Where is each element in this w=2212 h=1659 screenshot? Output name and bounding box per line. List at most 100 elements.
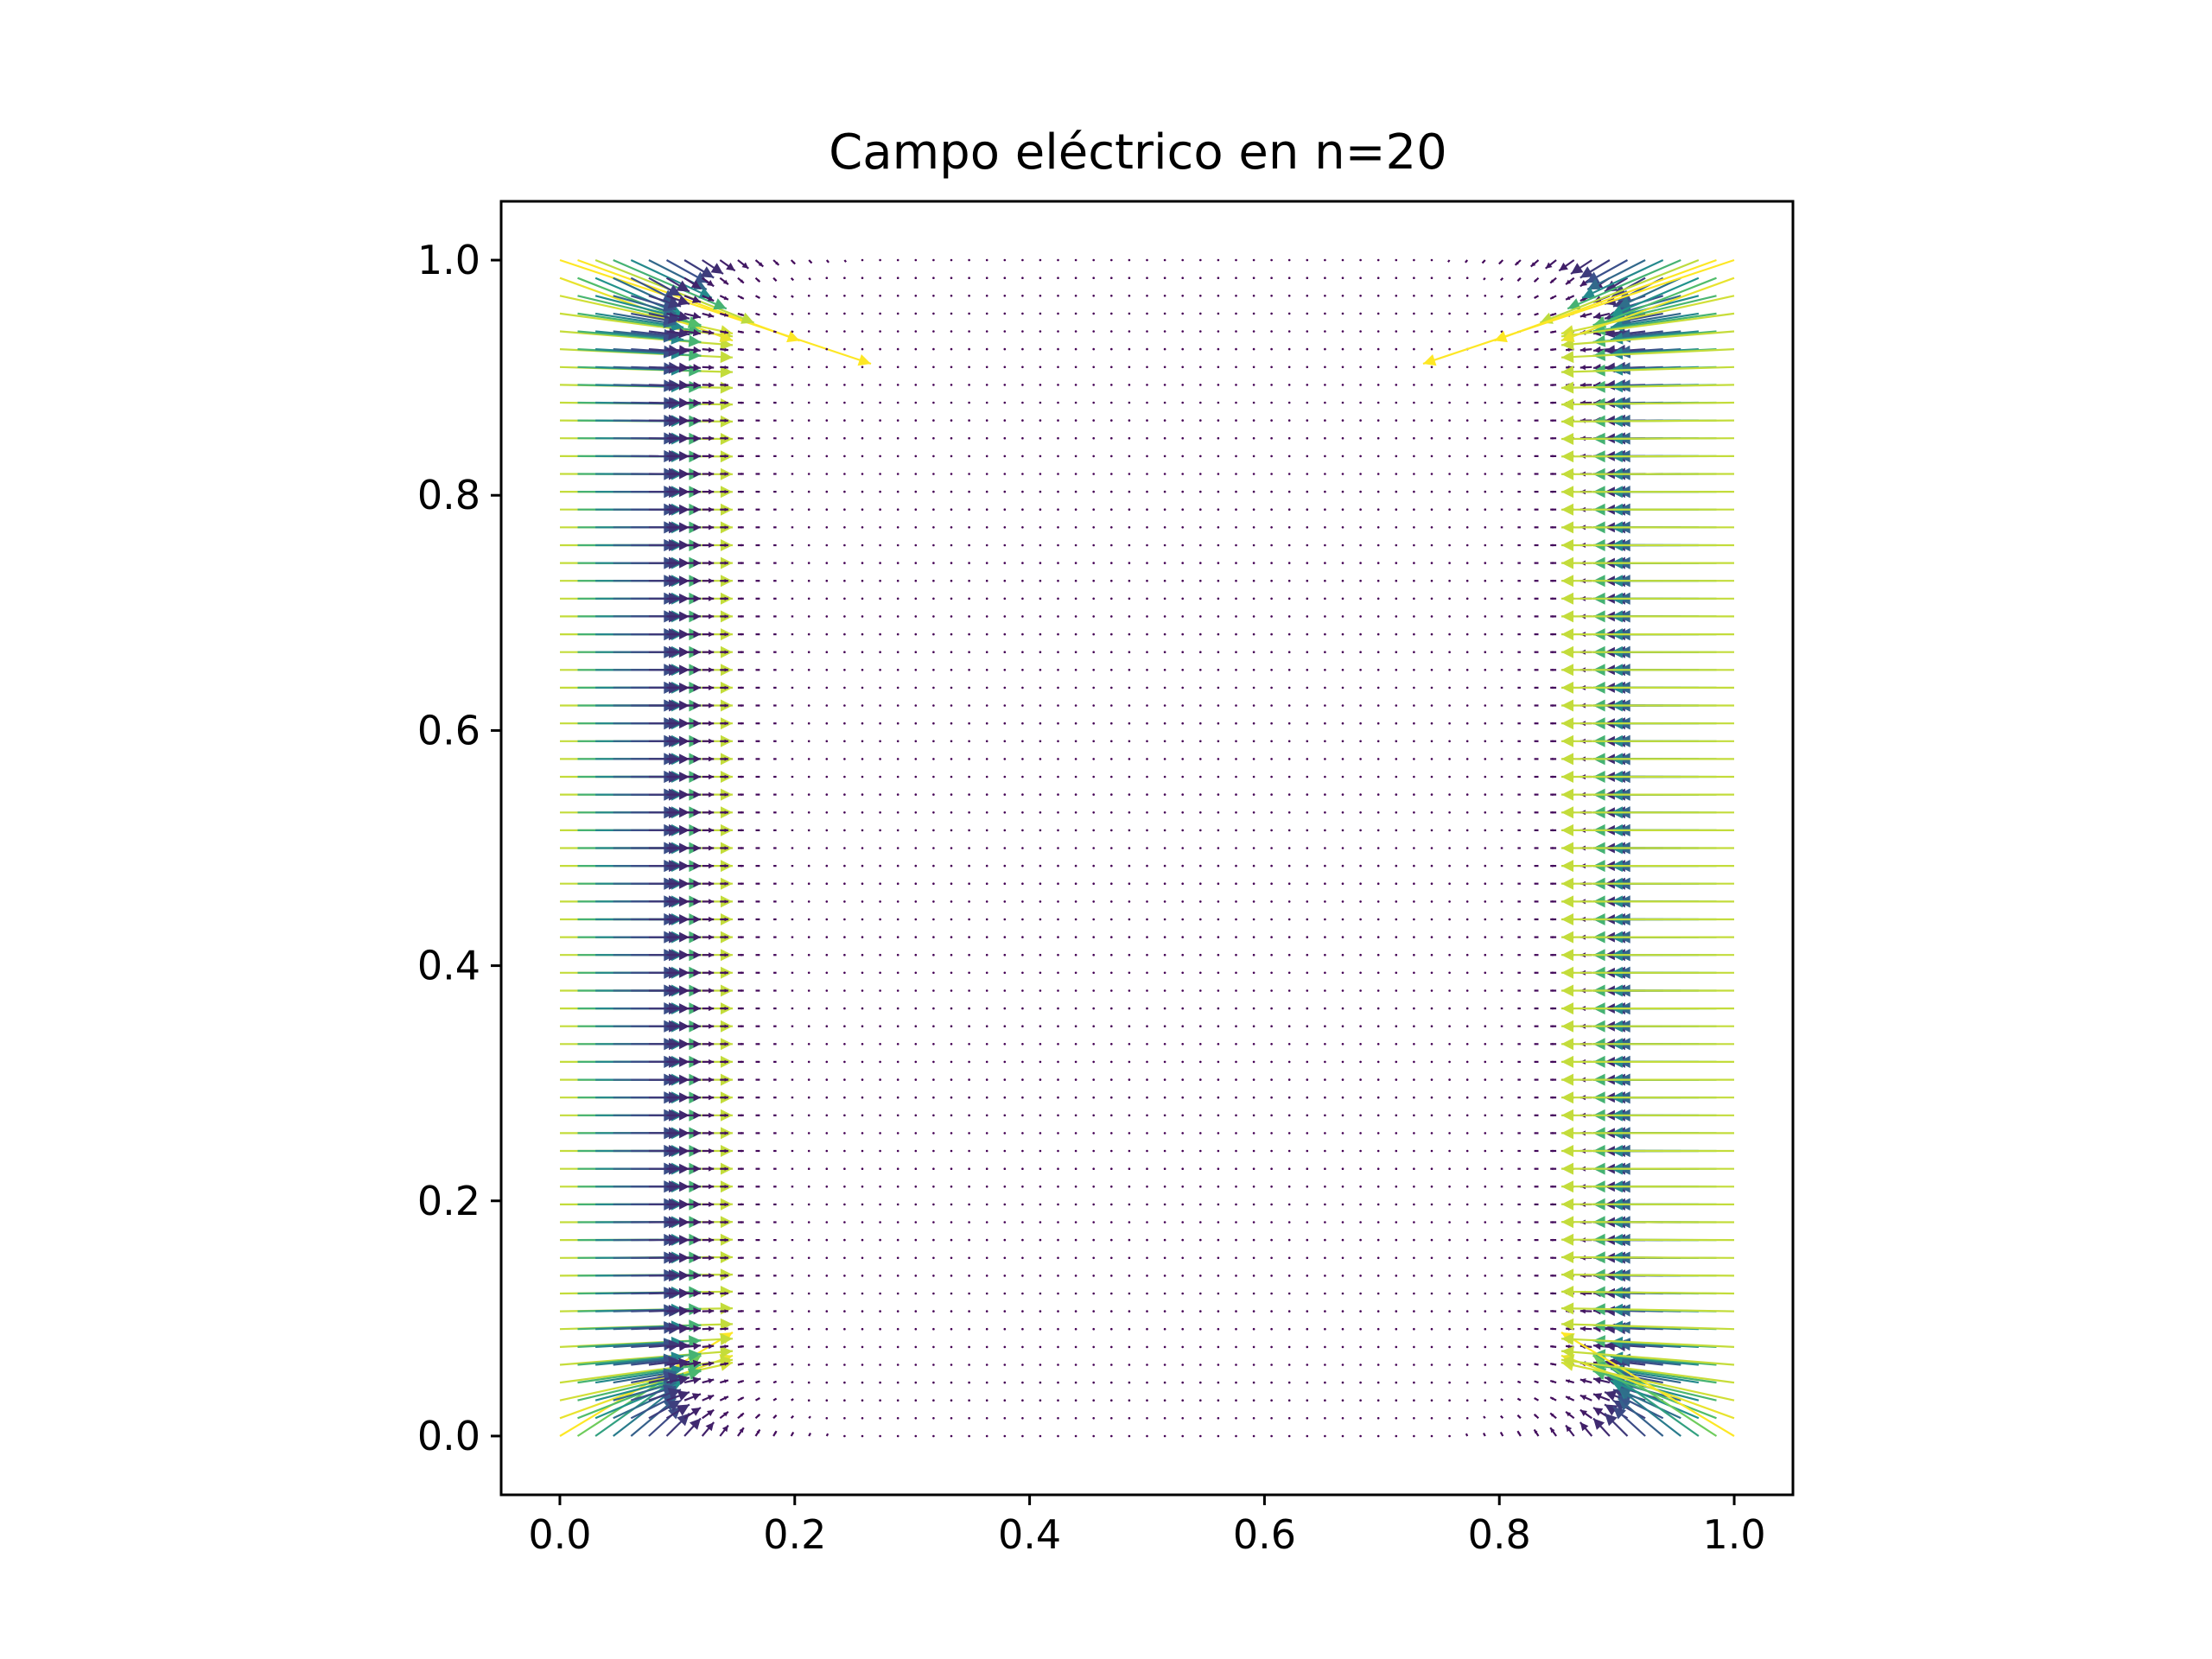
field-arrow bbox=[1181, 1149, 1184, 1153]
field-arrow-head bbox=[775, 972, 777, 974]
field-arrow bbox=[950, 847, 953, 849]
field-arrow-head bbox=[724, 454, 728, 459]
field-arrow bbox=[1146, 526, 1148, 529]
field-arrow bbox=[1359, 1399, 1362, 1402]
field-arrow bbox=[950, 347, 953, 351]
field-arrow-head bbox=[724, 401, 728, 405]
field-arrow bbox=[1270, 419, 1273, 422]
field-arrow bbox=[968, 1132, 970, 1135]
field-arrow-head bbox=[792, 1274, 794, 1276]
field-arrow bbox=[1270, 704, 1273, 707]
field-arrow bbox=[807, 1132, 810, 1135]
field-arrow bbox=[1376, 347, 1380, 351]
field-arrow-head bbox=[775, 704, 777, 707]
field-arrow bbox=[1430, 775, 1433, 779]
field-arrow-head bbox=[720, 1302, 733, 1315]
field-arrow bbox=[1484, 936, 1487, 938]
field-arrow bbox=[1181, 864, 1184, 868]
field-arrow bbox=[1324, 384, 1326, 386]
field-arrow-head bbox=[1517, 1221, 1519, 1224]
field-arrow bbox=[1306, 632, 1309, 636]
field-arrow-head bbox=[792, 937, 794, 938]
field-arrow bbox=[914, 1434, 918, 1438]
field-arrow-head bbox=[1517, 865, 1519, 867]
field-arrow bbox=[1413, 632, 1415, 636]
field-arrow bbox=[1146, 829, 1148, 832]
field-arrow-head bbox=[1500, 1293, 1502, 1294]
field-arrow bbox=[932, 864, 935, 868]
field-arrow bbox=[1110, 1381, 1113, 1384]
field-arrow bbox=[1306, 1132, 1309, 1135]
field-arrow bbox=[1217, 936, 1220, 938]
field-arrow bbox=[807, 1203, 810, 1206]
field-arrow-head bbox=[741, 597, 744, 601]
field-arrow bbox=[1376, 384, 1380, 386]
field-arrow bbox=[1092, 597, 1095, 601]
field-arrow-head bbox=[691, 1393, 701, 1401]
field-arrow bbox=[1146, 436, 1148, 440]
field-arrow bbox=[985, 1043, 988, 1046]
field-arrow bbox=[861, 454, 864, 458]
field-arrow bbox=[1430, 597, 1433, 601]
field-arrow bbox=[1430, 918, 1433, 921]
field-arrow-head bbox=[741, 1363, 744, 1366]
field-arrow bbox=[1110, 1114, 1113, 1117]
field-arrow bbox=[807, 1274, 810, 1277]
field-arrow bbox=[1465, 597, 1469, 601]
field-arrow-head bbox=[758, 1096, 760, 1099]
field-arrow bbox=[1021, 419, 1024, 422]
field-arrow bbox=[1484, 971, 1487, 975]
field-arrow bbox=[1395, 312, 1398, 315]
field-arrow-head bbox=[775, 508, 777, 511]
field-arrow-head bbox=[1517, 1256, 1519, 1259]
field-arrow bbox=[1448, 704, 1451, 707]
field-arrow bbox=[1287, 258, 1291, 262]
field-arrow bbox=[1324, 1399, 1326, 1402]
field-arrow bbox=[861, 704, 864, 707]
field-arrow bbox=[1270, 543, 1273, 547]
field-arrow bbox=[1110, 579, 1113, 582]
field-arrow-head bbox=[1517, 508, 1519, 511]
field-arrow bbox=[1235, 1007, 1237, 1010]
field-arrow-head bbox=[1534, 1060, 1536, 1063]
field-arrow-head bbox=[692, 1359, 701, 1368]
field-arrow bbox=[1270, 1096, 1273, 1099]
field-arrow bbox=[1413, 704, 1415, 707]
field-arrow bbox=[950, 401, 953, 404]
field-arrow bbox=[1110, 1221, 1113, 1224]
field-arrow bbox=[559, 295, 734, 335]
field-arrow bbox=[1003, 704, 1007, 707]
field-arrow bbox=[1074, 1078, 1077, 1081]
field-arrow-head bbox=[724, 1379, 728, 1383]
field-arrow bbox=[1039, 276, 1042, 280]
field-arrow bbox=[843, 1078, 846, 1081]
field-arrow bbox=[1448, 1096, 1451, 1099]
field-arrow bbox=[1146, 1221, 1148, 1224]
field-arrow bbox=[1199, 1132, 1202, 1135]
field-arrow bbox=[1484, 1114, 1487, 1117]
field-arrow-head bbox=[775, 1078, 777, 1081]
field-arrow bbox=[1252, 651, 1255, 653]
field-arrow bbox=[1057, 295, 1059, 297]
field-arrow bbox=[1163, 1399, 1166, 1402]
field-arrow bbox=[1430, 330, 1433, 333]
field-arrow bbox=[861, 579, 864, 582]
field-arrow-head bbox=[679, 931, 690, 943]
field-arrow bbox=[968, 989, 970, 992]
field-arrow bbox=[1359, 258, 1362, 262]
field-arrow bbox=[1021, 454, 1024, 458]
field-arrow bbox=[896, 1434, 899, 1438]
field-arrow bbox=[1376, 436, 1380, 440]
field-arrow bbox=[1003, 1256, 1007, 1260]
field-arrow bbox=[1199, 1114, 1202, 1117]
field-arrow-head bbox=[1500, 1079, 1502, 1081]
field-arrow bbox=[1376, 543, 1380, 547]
field-arrow bbox=[932, 473, 935, 475]
field-arrow bbox=[950, 473, 953, 475]
field-arrow-head bbox=[775, 1043, 777, 1046]
field-arrow bbox=[1341, 651, 1344, 653]
field-arrow bbox=[1341, 1381, 1344, 1384]
field-arrow bbox=[1039, 651, 1042, 653]
field-arrow bbox=[1359, 365, 1362, 369]
